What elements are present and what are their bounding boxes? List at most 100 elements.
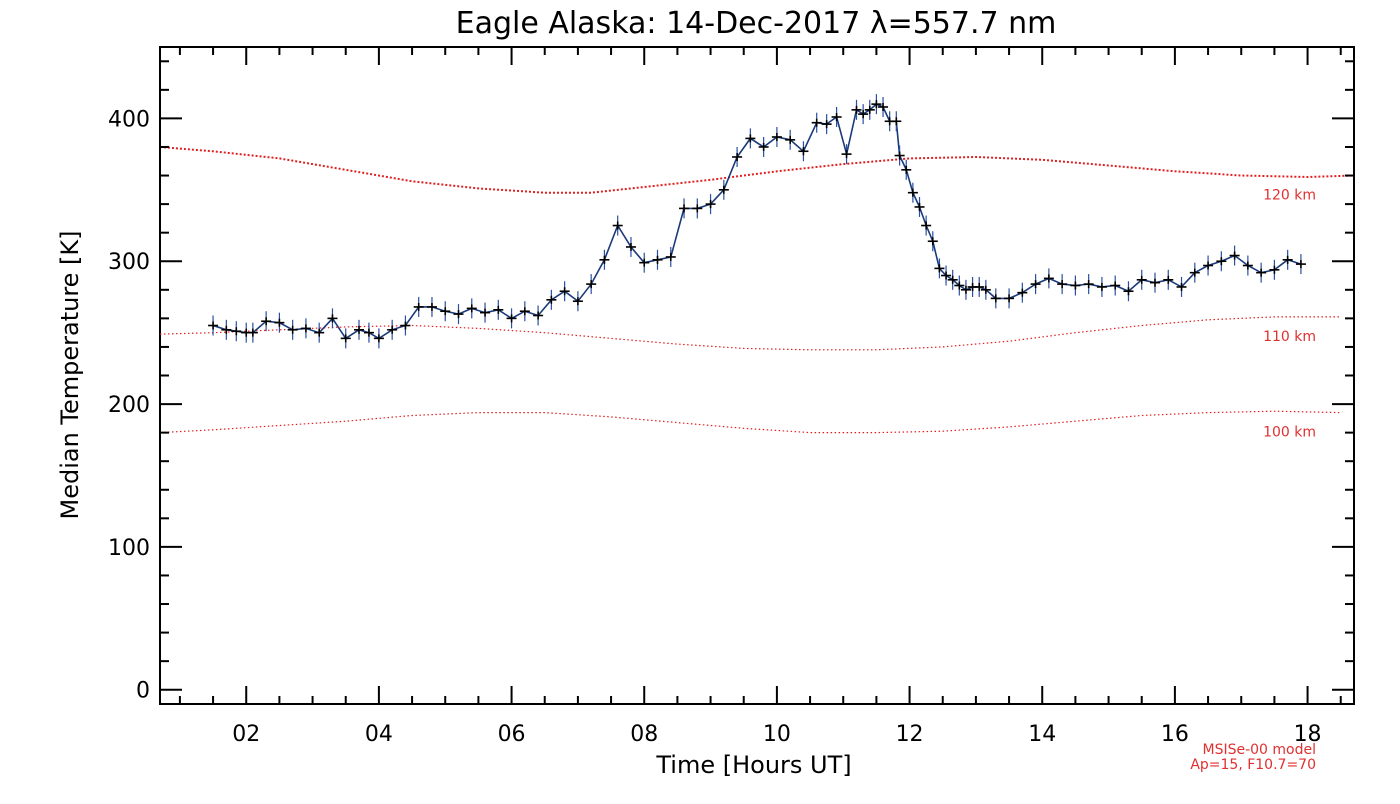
data-point [1189,262,1200,283]
data-point [718,179,729,200]
data-point [864,99,875,120]
data-point [533,305,544,326]
data-point [387,319,398,340]
data-point [1229,245,1240,266]
data-point [413,296,424,317]
model-note-line: Ap=15, F10.7=70 [1190,757,1316,773]
y-tick-label: 400 [108,107,150,132]
x-tick-label: 14 [1028,722,1056,747]
x-tick-label: 04 [365,722,393,747]
data-point [1163,269,1174,290]
data-point [1030,274,1041,295]
data-point [878,96,889,117]
axis-ticks-layer: 02 04 06 08 10 12 14 16 18 0 100 200 300 400 [108,47,1354,747]
data-point [1216,251,1227,272]
data-point [1242,255,1253,276]
model-curve-line [159,410,1341,434]
chart-title: Eagle Alaska: 14-Dec-2017 λ=557.7 nm [456,6,1057,41]
y-tick-label: 300 [108,250,150,275]
data-point [990,288,1001,309]
data-point [546,289,557,310]
data-point [758,136,769,157]
data-point [841,144,852,165]
data-point [1110,275,1121,296]
data-point [506,308,517,329]
measured-series-line [212,103,1302,340]
data-point [858,104,869,125]
data-point [354,319,364,340]
data-point [652,249,663,270]
data-point [927,231,938,252]
y-tick-label: 100 [108,536,150,561]
data-point [261,311,272,332]
data-point [287,319,298,340]
data-point [426,296,437,317]
data-point [907,182,918,203]
data-point [208,315,219,336]
data-point [1004,288,1015,309]
data-point [1136,269,1147,290]
data-point [453,304,464,325]
data-point [914,196,925,217]
x-tick-label: 12 [896,722,924,747]
data-point [871,94,882,115]
model-curve-line [159,146,1355,194]
data-point [831,106,842,127]
data-point [340,328,351,349]
data-point [798,141,809,162]
plot-frame [159,46,1355,705]
data-point [785,129,796,150]
data-point [1083,274,1094,295]
data-point [599,249,610,270]
data-point [921,215,932,236]
data-point [934,258,945,279]
data-point [947,269,958,290]
data-point [1017,282,1028,303]
data-point [466,298,477,319]
data-point [363,322,374,343]
data-point [1123,281,1134,302]
data-point [559,281,570,302]
data-point [821,114,832,135]
data-point [1070,275,1081,296]
data-point [373,328,384,349]
data-point [1282,249,1293,270]
model-curve-label: 110 km [1263,329,1316,345]
data-point [625,236,636,257]
data-point [954,275,965,296]
data-point [572,291,583,312]
data-point [1269,259,1280,280]
model-curve-label: 120 km [1263,188,1316,204]
y-tick-label: 200 [108,393,150,418]
data-point [519,301,530,322]
data-point [327,308,338,329]
model-curve-label: 100 km [1263,425,1316,441]
data-point [1176,276,1187,297]
y-axis-label: Median Temperature [K] [56,230,84,519]
data-point [665,246,676,267]
model-curves-layer: 120 km 110 km 100 km [159,146,1355,441]
model-note-line: MSISe-00 model [1202,742,1316,758]
data-point [586,274,597,295]
data-point [440,301,451,322]
data-point [480,302,491,323]
x-tick-label: 02 [232,722,260,747]
data-point [705,194,716,215]
x-tick-label: 16 [1161,722,1189,747]
data-point [980,279,991,300]
x-tick-label: 18 [1294,722,1322,747]
data-point [247,322,258,343]
data-point [974,276,985,297]
data-point [679,198,690,219]
data-point [811,112,822,133]
data-point [894,145,905,166]
x-tick-label: 08 [630,722,658,747]
data-point [493,299,504,320]
data-point [1043,268,1054,289]
data-point [1096,276,1107,297]
data-point [612,215,623,236]
data-point [1256,262,1267,283]
data-point [1203,255,1214,276]
